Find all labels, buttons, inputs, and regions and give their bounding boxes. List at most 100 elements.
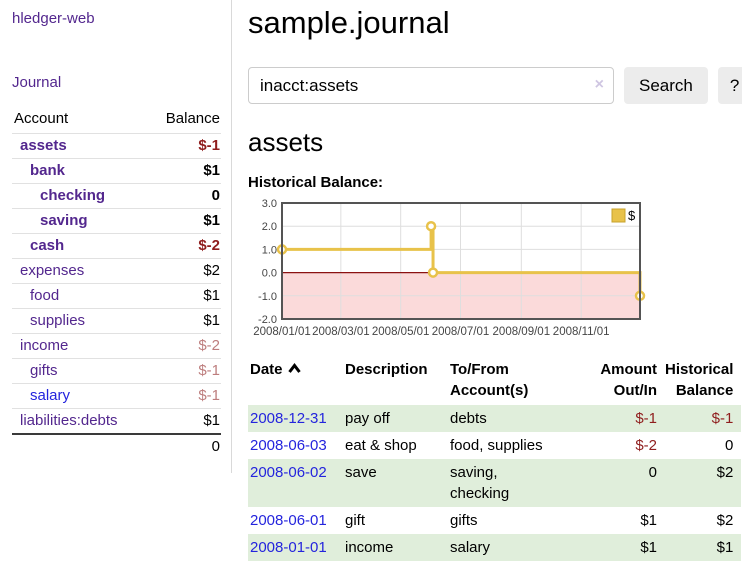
x-tick-label: 2008/03/01 — [312, 326, 370, 338]
transaction-date-link[interactable]: 2008-12-31 — [250, 410, 327, 427]
transaction-accounts: saving, checking — [450, 464, 510, 502]
transaction-amount: $-1 — [635, 410, 657, 427]
account-balance: $1 — [203, 162, 220, 179]
account-row: bank $1 — [12, 158, 221, 184]
y-tick-label: 0.0 — [262, 268, 277, 280]
transaction-balance: 0 — [725, 437, 734, 454]
register-row: 2008-12-31 pay off debts $-1 $-1 — [248, 405, 742, 432]
account-row: assets $-1 — [12, 133, 221, 159]
sidebar: hledger-web Journal Account Balance asse… — [0, 0, 232, 473]
account-balance: $1 — [203, 312, 220, 329]
transaction-description: save — [345, 464, 377, 481]
account-balance: $1 — [203, 287, 220, 304]
sidebar-account-link-checking[interactable]: checking — [40, 187, 106, 204]
main-content: sample.journal × Search ? assets Histori… — [232, 0, 742, 561]
transaction-amount: $1 — [640, 512, 657, 529]
accounts-total-row: 0 — [12, 433, 221, 459]
search-button[interactable]: Search — [624, 67, 708, 104]
account-row: cash $-2 — [12, 233, 221, 259]
accounts-header-balance: Balance — [165, 110, 220, 127]
account-balance: $-2 — [198, 237, 220, 254]
accounts-total-value: 0 — [147, 433, 221, 459]
account-row: food $1 — [12, 283, 221, 309]
register-row: 2008-01-01 income salary $1 $1 — [248, 534, 742, 561]
account-balance: $1 — [203, 412, 220, 429]
sidebar-account-link-assets[interactable]: assets — [20, 137, 67, 154]
sidebar-account-link-gifts[interactable]: gifts — [30, 362, 58, 379]
y-tick-label: -1.0 — [258, 291, 277, 303]
register-column-header-amount: Amount Out/In — [600, 361, 657, 399]
chart-section-label: Historical Balance: — [248, 174, 384, 191]
account-row: income $-2 — [12, 333, 221, 359]
legend-label: $ — [628, 208, 636, 223]
sidebar-account-link-expenses[interactable]: expenses — [20, 262, 85, 279]
register-row: 2008-06-01 gift gifts $1 $2 — [248, 507, 741, 534]
sidebar-account-link-liabilities-debts[interactable]: liabilities:debts — [20, 412, 118, 429]
register-table: Date Description To/From Account(s) Amount … — [248, 357, 742, 561]
sidebar-account-link-saving[interactable]: saving — [40, 212, 88, 229]
account-heading: assets — [248, 127, 324, 157]
register-table-body: 2008-12-31 pay off debts $-1 $-1 2008-06-03 ea… — [248, 405, 742, 561]
register-header-row: Date Description To/From Account(s) Amount … — [248, 357, 741, 405]
brand-link[interactable]: hledger-web — [12, 10, 95, 27]
transaction-amount: 0 — [648, 464, 657, 481]
account-row: salary $-1 — [12, 383, 221, 409]
transaction-date-link[interactable]: 2008-06-02 — [250, 464, 327, 481]
data-point-marker[interactable] — [427, 267, 439, 278]
sidebar-account-link-income[interactable]: income — [20, 337, 69, 354]
sidebar-item-journal[interactable]: Journal — [12, 74, 62, 91]
page-title: sample.journal — [248, 5, 450, 40]
transaction-balance: $1 — [716, 539, 734, 556]
account-row: gifts $-1 — [12, 358, 221, 384]
accounts-header-account: Account — [14, 110, 69, 127]
x-tick-label: 2008/07/01 — [432, 326, 490, 338]
account-row: expenses $2 — [12, 258, 221, 284]
transaction-description: pay off — [345, 410, 390, 427]
sidebar-account-link-food[interactable]: food — [30, 287, 60, 304]
accounts-table: Account Balance assets $-1 bank $1 checking 0… — [12, 107, 221, 459]
register-column-header-description: Description — [345, 361, 428, 378]
transaction-balance: $2 — [716, 464, 734, 481]
search-input[interactable] — [248, 67, 614, 104]
help-button[interactable]: ? — [717, 67, 742, 104]
transaction-description: eat & shop — [345, 437, 417, 454]
account-row: supplies $1 — [12, 308, 221, 334]
register-row: 2008-06-02 save saving, checking 0 $2 — [248, 459, 742, 507]
transaction-accounts: debts — [450, 410, 487, 427]
transaction-amount: $-2 — [635, 437, 657, 454]
legend-swatch — [611, 208, 626, 223]
account-balance: $1 — [203, 212, 220, 229]
search-bar: × Search ? — [248, 67, 742, 104]
sidebar-account-link-salary[interactable]: salary — [30, 387, 71, 404]
x-tick-label: 2008/11/01 — [553, 326, 610, 338]
transaction-accounts: salary — [450, 539, 491, 556]
transaction-date-link[interactable]: 2008-06-03 — [250, 437, 327, 454]
transaction-date-link[interactable]: 2008-06-01 — [250, 512, 327, 529]
sidebar-account-link-supplies[interactable]: supplies — [30, 312, 86, 329]
register-column-header-to-from: To/From Account(s) — [450, 361, 529, 399]
account-row: liabilities:debts $1 — [12, 408, 221, 435]
account-balance: $2 — [203, 262, 220, 279]
app: hledger-web Journal Account Balance asse… — [0, 0, 742, 561]
y-tick-label: 2.0 — [262, 221, 277, 233]
y-tick-label: 3.0 — [262, 198, 277, 210]
sidebar-account-link-bank[interactable]: bank — [30, 162, 66, 179]
x-tick-label: 2008/09/01 — [493, 326, 551, 338]
register-row: 2008-06-03 eat & shop food, supplies $-2 0 — [248, 432, 741, 459]
transaction-accounts: gifts — [450, 512, 478, 529]
x-tick-label: 2008/05/01 — [372, 326, 430, 338]
y-tick-label: 1.0 — [262, 244, 277, 256]
data-point-marker[interactable] — [425, 220, 437, 232]
account-balance: $-1 — [198, 387, 220, 404]
account-row: saving $1 — [12, 208, 221, 234]
clear-search-icon[interactable]: × — [594, 76, 604, 93]
register-column-header-date[interactable]: Date — [248, 357, 345, 405]
transaction-description: gift — [345, 512, 366, 529]
sidebar-account-link-cash[interactable]: cash — [30, 237, 65, 254]
accounts-table-body: assets $-1 bank $1 checking 0 saving $1 cash $-2 e… — [12, 133, 221, 435]
transaction-date-link[interactable]: 2008-01-01 — [250, 539, 327, 556]
transaction-balance: $2 — [716, 512, 734, 529]
transaction-accounts: food, supplies — [450, 437, 543, 454]
account-balance: $-1 — [198, 137, 220, 154]
